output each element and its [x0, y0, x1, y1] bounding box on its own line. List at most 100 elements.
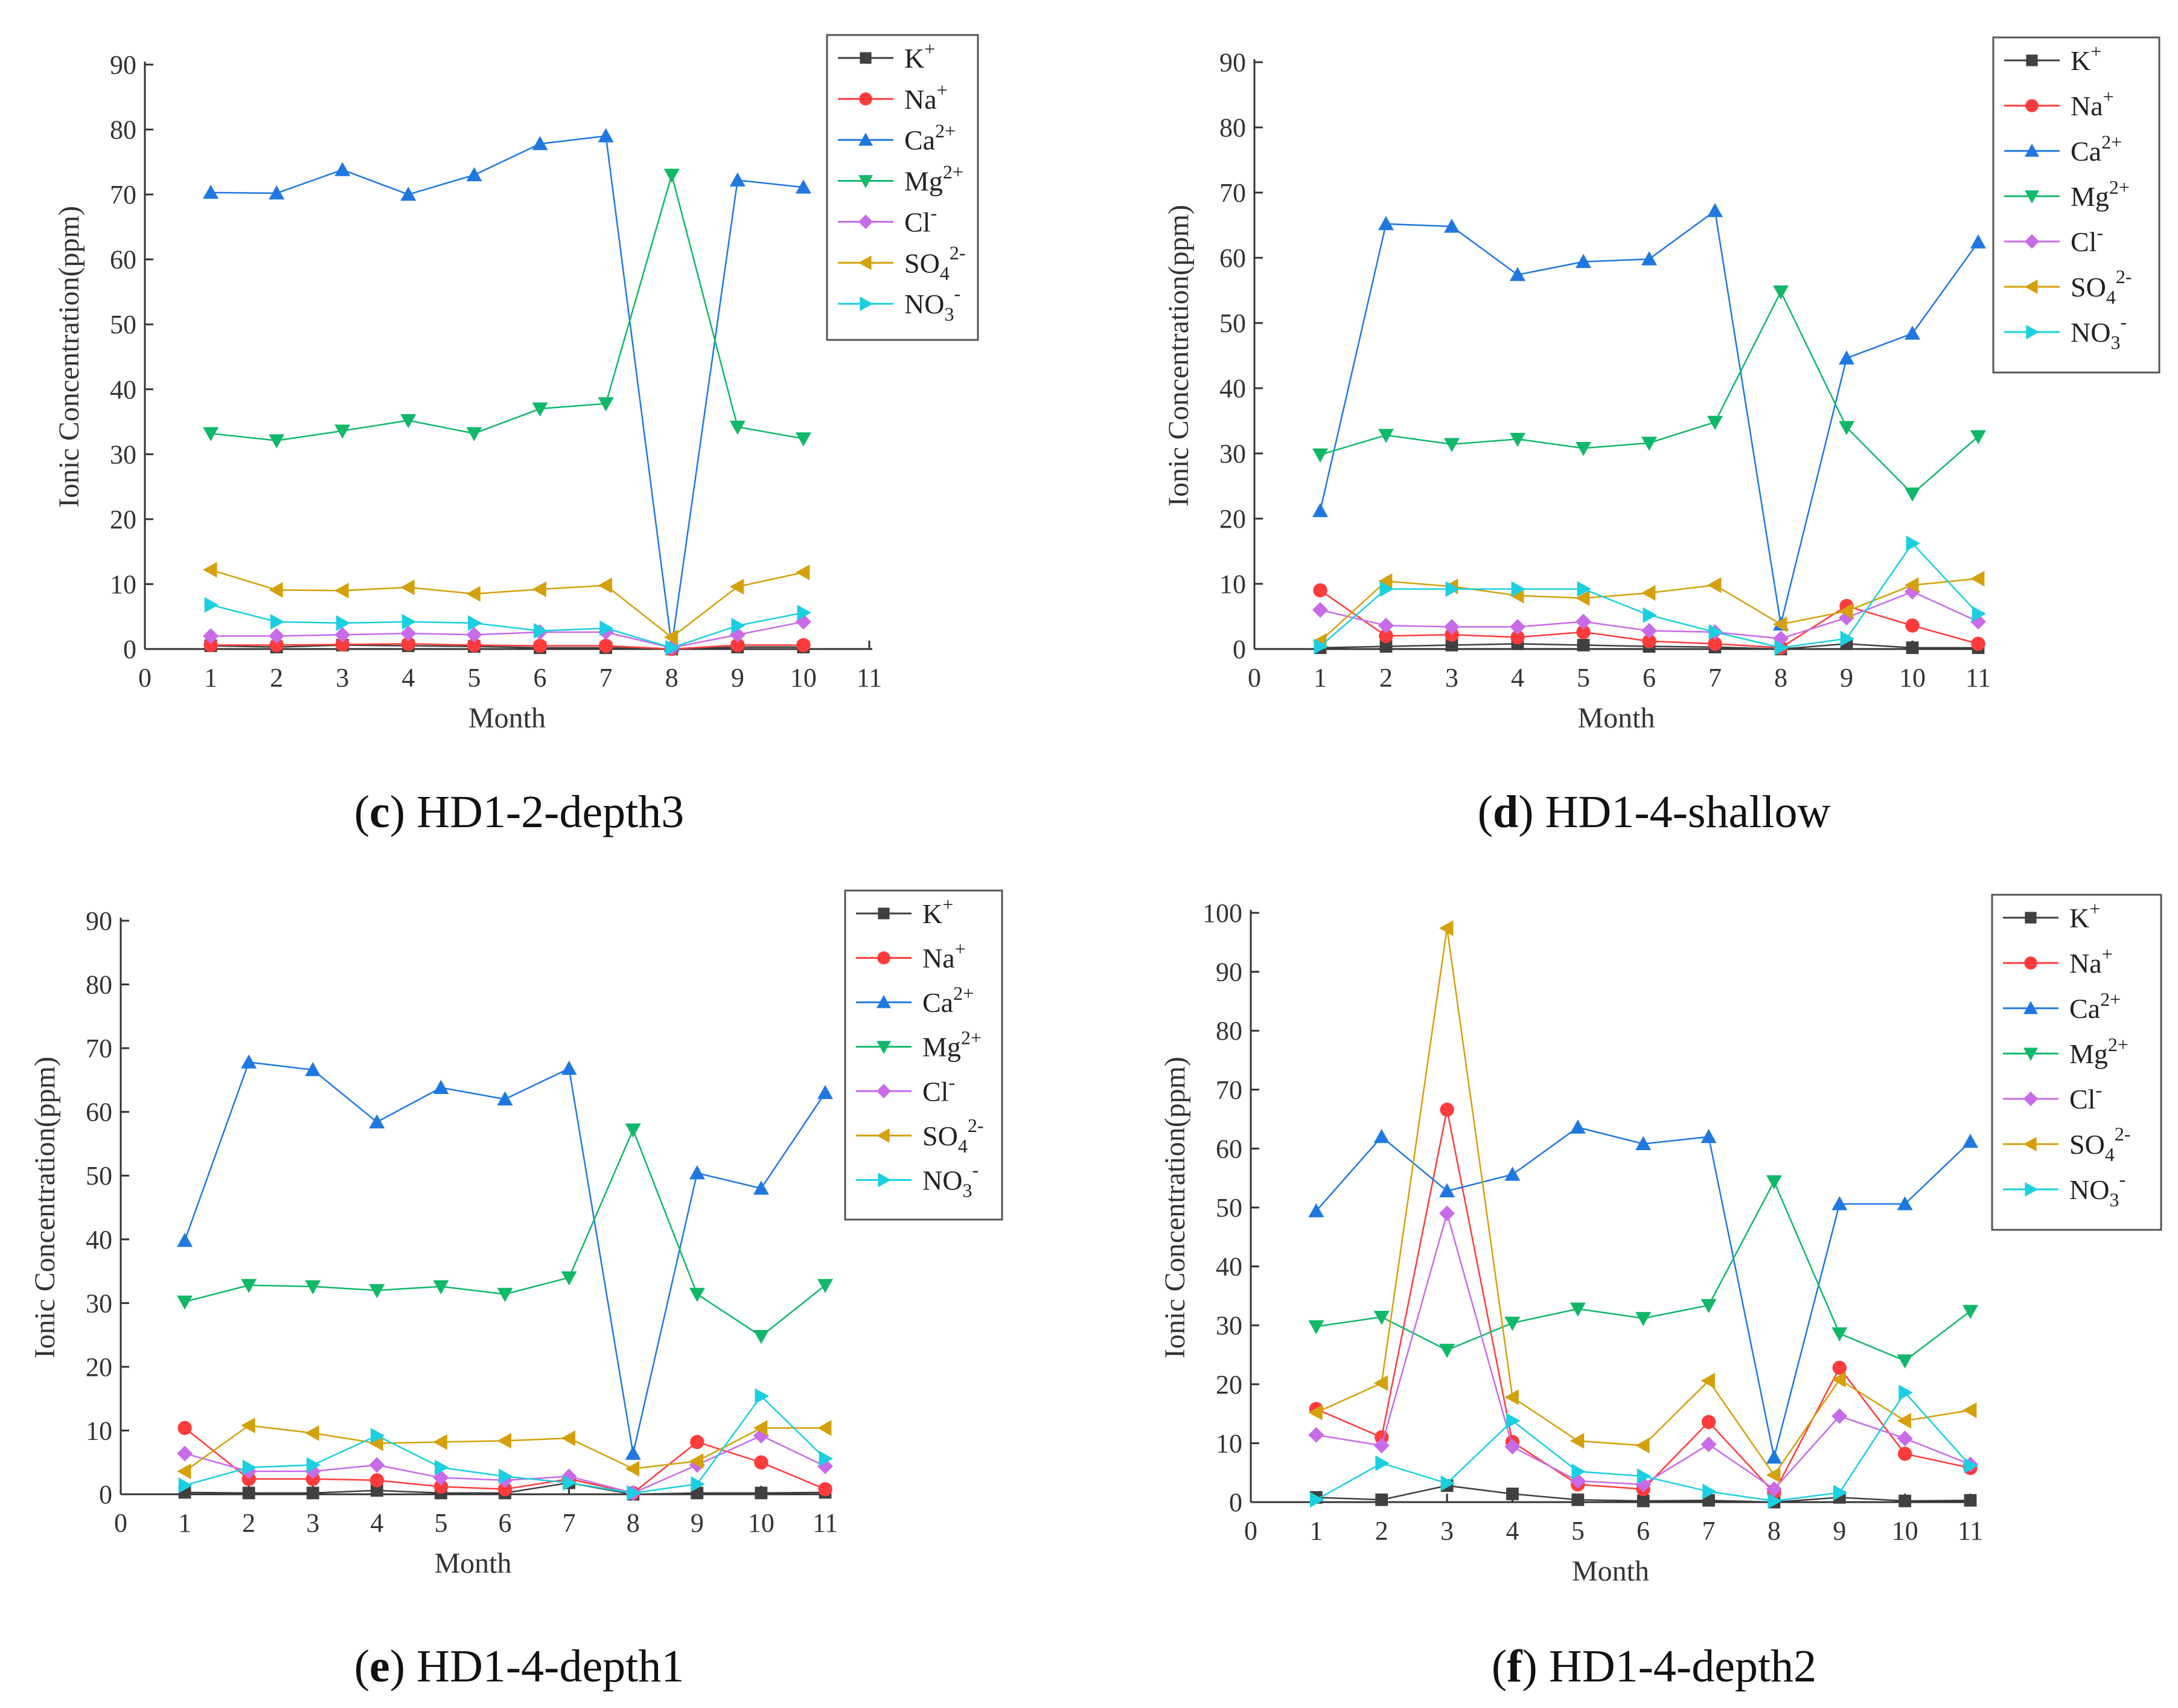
legend-ion-symbol: Cl: [904, 206, 930, 237]
series-line-SO42-: [184, 1424, 825, 1473]
data-point-Na+: [497, 1482, 513, 1497]
y-tick-label: 90: [110, 50, 136, 80]
legend-ion-superscript: -: [2119, 1168, 2125, 1190]
data-point-Na+: [1701, 1415, 1716, 1429]
data-point-Mg2+: [753, 1329, 769, 1345]
data-point-Na+: [730, 638, 745, 653]
chart-caption: (c) HD1-2-depth3: [354, 787, 685, 837]
chart-caption: (e) HD1-4-depth1: [354, 1641, 685, 1692]
data-point-NO3-: [731, 618, 746, 634]
data-point-Ca2+: [269, 185, 285, 200]
legend-ion-superscript: +: [2103, 86, 2114, 107]
data-point-SO42-: [369, 1435, 383, 1451]
data-point-Ca2+: [1962, 1133, 1978, 1148]
legend-label-3: Mg2+: [904, 161, 963, 197]
data-point-SO42-: [497, 1433, 511, 1449]
legend-marker-SO: [2023, 1137, 2037, 1151]
data-point-Cl-: [269, 628, 285, 644]
data-point-Mg2+: [1504, 1316, 1521, 1331]
data-point-Ca2+: [1378, 216, 1394, 231]
series-line-Na+: [1315, 1109, 1971, 1494]
data-point-Cl-: [1312, 602, 1328, 618]
data-point-SO42-: [532, 581, 546, 598]
legend-ion-symbol: SO: [2069, 1129, 2105, 1160]
data-point-Cl-: [400, 625, 417, 642]
data-point-SO42-: [598, 577, 613, 593]
y-tick-label: 90: [1216, 958, 1242, 987]
data-point-Ca2+: [1839, 350, 1854, 365]
data-point-NO3-: [1577, 581, 1591, 597]
data-point-NO3-: [534, 622, 548, 639]
legend-ion-superscript: +: [2089, 898, 2100, 920]
legend-ion-superscript: 2-: [2115, 1123, 2131, 1145]
data-point-SO42-: [334, 583, 349, 599]
series-line-Mg2+: [210, 172, 804, 442]
data-point-SO42-: [1504, 1389, 1519, 1406]
x-tick-label: 0: [138, 663, 152, 692]
data-point-Mg2+: [1773, 285, 1789, 300]
data-point-Na+: [1510, 630, 1525, 645]
x-tick-label: 6: [534, 663, 547, 692]
legend-ion-superscript: 2+: [2108, 1034, 2128, 1055]
x-tick-label: 3: [336, 663, 349, 692]
data-point-Ca2+: [369, 1114, 385, 1128]
chart-caption: (d) HD1-4-shallow: [1478, 787, 1831, 837]
x-tick-label: 7: [599, 663, 613, 692]
data-point-NO3-: [468, 615, 482, 631]
legend-marker-Na: [877, 951, 890, 965]
data-point-Ca2+: [241, 1054, 257, 1069]
caption-open-paren: (: [354, 1641, 369, 1692]
data-point-Mg2+: [625, 1123, 641, 1138]
data-point-Na+: [796, 638, 811, 653]
data-point-Na+: [1313, 583, 1327, 598]
legend-label-6: NO3-: [2071, 311, 2127, 353]
data-point-Mg2+: [433, 1280, 449, 1294]
y-tick-label: 0: [1229, 1488, 1242, 1517]
y-tick-label: 30: [1219, 439, 1246, 469]
data-point-Ca2+: [1641, 251, 1657, 266]
data-point-Na+: [532, 638, 548, 653]
data-point-Mg2+: [1962, 1305, 1978, 1319]
data-point-NO3-: [1833, 1485, 1848, 1501]
data-point-NO3-: [1840, 630, 1854, 647]
data-point-Mg2+: [1832, 1327, 1848, 1342]
legend-label-2: Ca2+: [2069, 988, 2121, 1024]
legend-label-3: Mg2+: [2069, 1034, 2128, 1069]
legend: K+Na+Ca2+Mg2+Cl-SO42-NO3-: [826, 34, 979, 341]
data-point-Ca2+: [1897, 1196, 1913, 1211]
data-point-Mg2+: [1839, 421, 1854, 435]
legend-marker-Ca: [877, 995, 891, 1008]
legend-ion-superscript: +: [924, 38, 935, 60]
data-point-NO3-: [563, 1475, 577, 1491]
legend-marker-SO: [858, 255, 872, 270]
data-point-Cl-: [466, 627, 482, 643]
data-point-Ca2+: [1439, 1183, 1455, 1198]
x-tick-label: 10: [790, 663, 817, 692]
data-point-NO3-: [1379, 581, 1394, 597]
data-point-Ca2+: [1707, 203, 1723, 217]
data-point-NO3-: [336, 615, 351, 631]
y-tick-label: 50: [1219, 309, 1246, 338]
data-point-SO42-: [1308, 1404, 1323, 1421]
legend-ion-symbol: K: [922, 898, 942, 929]
x-tick-label: 3: [1445, 663, 1458, 692]
data-point-K+: [1375, 1493, 1388, 1506]
legend-ion-symbol: Cl: [2071, 226, 2097, 257]
data-point-Mg2+: [598, 397, 614, 412]
legend-ion-symbol: SO: [904, 248, 940, 278]
y-tick-label: 50: [86, 1161, 112, 1191]
data-point-K+: [1577, 639, 1590, 651]
data-point-NO3-: [1768, 1493, 1782, 1509]
legend: K+Na+Ca2+Mg2+Cl-SO42-NO3-: [1991, 894, 2162, 1231]
data-point-SO42-: [1378, 573, 1393, 589]
legend-marker-SO: [2025, 280, 2038, 294]
x-tick-label: 4: [1511, 663, 1524, 692]
caption-title: HD1-4-depth1: [405, 1641, 684, 1692]
legend-ion-symbol: Na: [922, 943, 955, 974]
series-line-SO42-: [1315, 928, 1971, 1477]
data-point-Ca2+: [1970, 234, 1986, 249]
data-point-NO3-: [1637, 1468, 1652, 1485]
data-point-SO42-: [1570, 1433, 1585, 1449]
data-point-Ca2+: [561, 1060, 577, 1075]
data-point-Ca2+: [177, 1232, 193, 1247]
